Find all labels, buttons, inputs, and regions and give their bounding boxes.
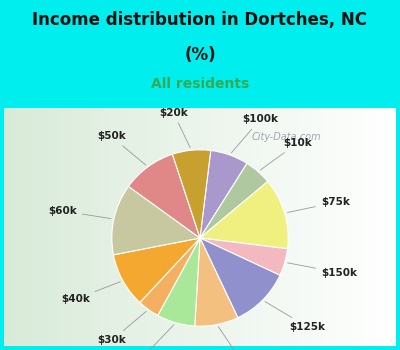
- Text: $100k: $100k: [232, 114, 278, 153]
- Text: $40k: $40k: [61, 282, 120, 304]
- Text: $50k: $50k: [97, 131, 146, 165]
- Text: $200k: $200k: [218, 327, 260, 350]
- Text: $30k: $30k: [98, 311, 146, 345]
- Text: Income distribution in Dortches, NC: Income distribution in Dortches, NC: [32, 10, 368, 28]
- Wedge shape: [112, 187, 200, 255]
- Text: > $200k: > $200k: [117, 325, 174, 350]
- Text: $150k: $150k: [288, 263, 357, 278]
- Text: (%): (%): [184, 46, 216, 63]
- Wedge shape: [200, 163, 268, 238]
- Text: $75k: $75k: [287, 197, 350, 212]
- Wedge shape: [200, 150, 247, 238]
- Wedge shape: [172, 150, 211, 238]
- Text: $125k: $125k: [265, 302, 326, 332]
- Wedge shape: [200, 238, 280, 318]
- Text: City-Data.com: City-Data.com: [252, 132, 321, 142]
- Wedge shape: [114, 238, 200, 302]
- Wedge shape: [200, 182, 288, 249]
- Wedge shape: [200, 238, 288, 275]
- Text: $10k: $10k: [260, 138, 312, 170]
- Wedge shape: [195, 238, 238, 326]
- Text: $20k: $20k: [159, 107, 190, 148]
- Wedge shape: [140, 238, 200, 315]
- Text: All residents: All residents: [151, 77, 249, 91]
- Wedge shape: [158, 238, 200, 326]
- Text: $60k: $60k: [48, 206, 111, 219]
- Wedge shape: [128, 154, 200, 238]
